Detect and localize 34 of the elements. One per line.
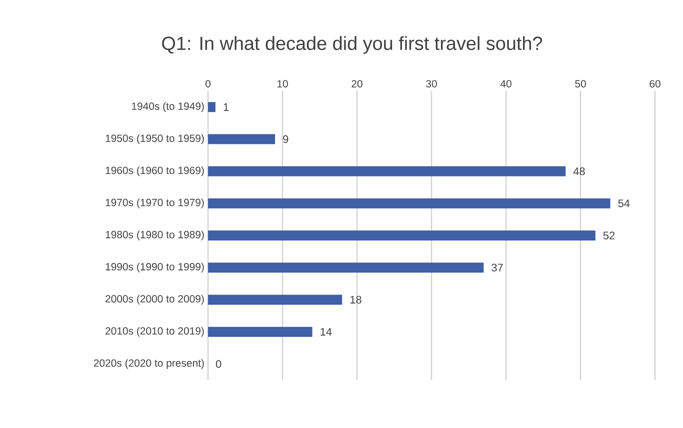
bar <box>208 326 312 337</box>
chart-title: Q1: In what decade did you first travel south? <box>162 36 542 54</box>
bar <box>208 294 342 305</box>
y-tick-label: 2000s (2000 to 2009) <box>106 294 204 305</box>
y-tick-label: 1990s (1990 to 1999) <box>106 262 204 272</box>
x-tick-label: 50 <box>575 80 586 88</box>
y-tick-label: 1940s (to 1949) <box>132 102 204 112</box>
data-label: 18 <box>350 296 362 304</box>
bar <box>208 198 610 208</box>
x-tick-label: 0 <box>206 80 211 88</box>
x-tick-label: 10 <box>277 80 288 88</box>
y-tick-label: 1950s (1950 to 1959) <box>106 134 204 144</box>
data-label: 54 <box>618 200 630 208</box>
data-label: 9 <box>283 135 288 144</box>
data-label: 48 <box>573 167 585 176</box>
x-tick-label: 40 <box>500 80 512 88</box>
bar <box>208 102 216 112</box>
bar <box>208 230 596 241</box>
y-tick-label: 1960s (1960 to 1969) <box>106 166 204 176</box>
data-label: 37 <box>492 264 503 272</box>
bar <box>208 134 276 144</box>
y-tick-label: 2020s (2020 to present) <box>94 359 204 369</box>
bar <box>208 166 566 176</box>
x-tick-label: 30 <box>426 80 437 88</box>
x-tick-label: 60 <box>650 80 660 88</box>
data-label: 52 <box>603 232 615 240</box>
bar <box>208 262 484 273</box>
data-label: 14 <box>320 328 332 336</box>
data-label: 1 <box>224 103 229 111</box>
y-tick-label: 2010s (2010 to 2019) <box>106 326 204 337</box>
y-tick-label: 1980s (1980 to 1989) <box>106 230 204 240</box>
x-tick-label: 20 <box>352 80 362 88</box>
data-label: 0 <box>216 360 222 368</box>
y-tick-label: 1970s (1970 to 1979) <box>106 198 204 208</box>
